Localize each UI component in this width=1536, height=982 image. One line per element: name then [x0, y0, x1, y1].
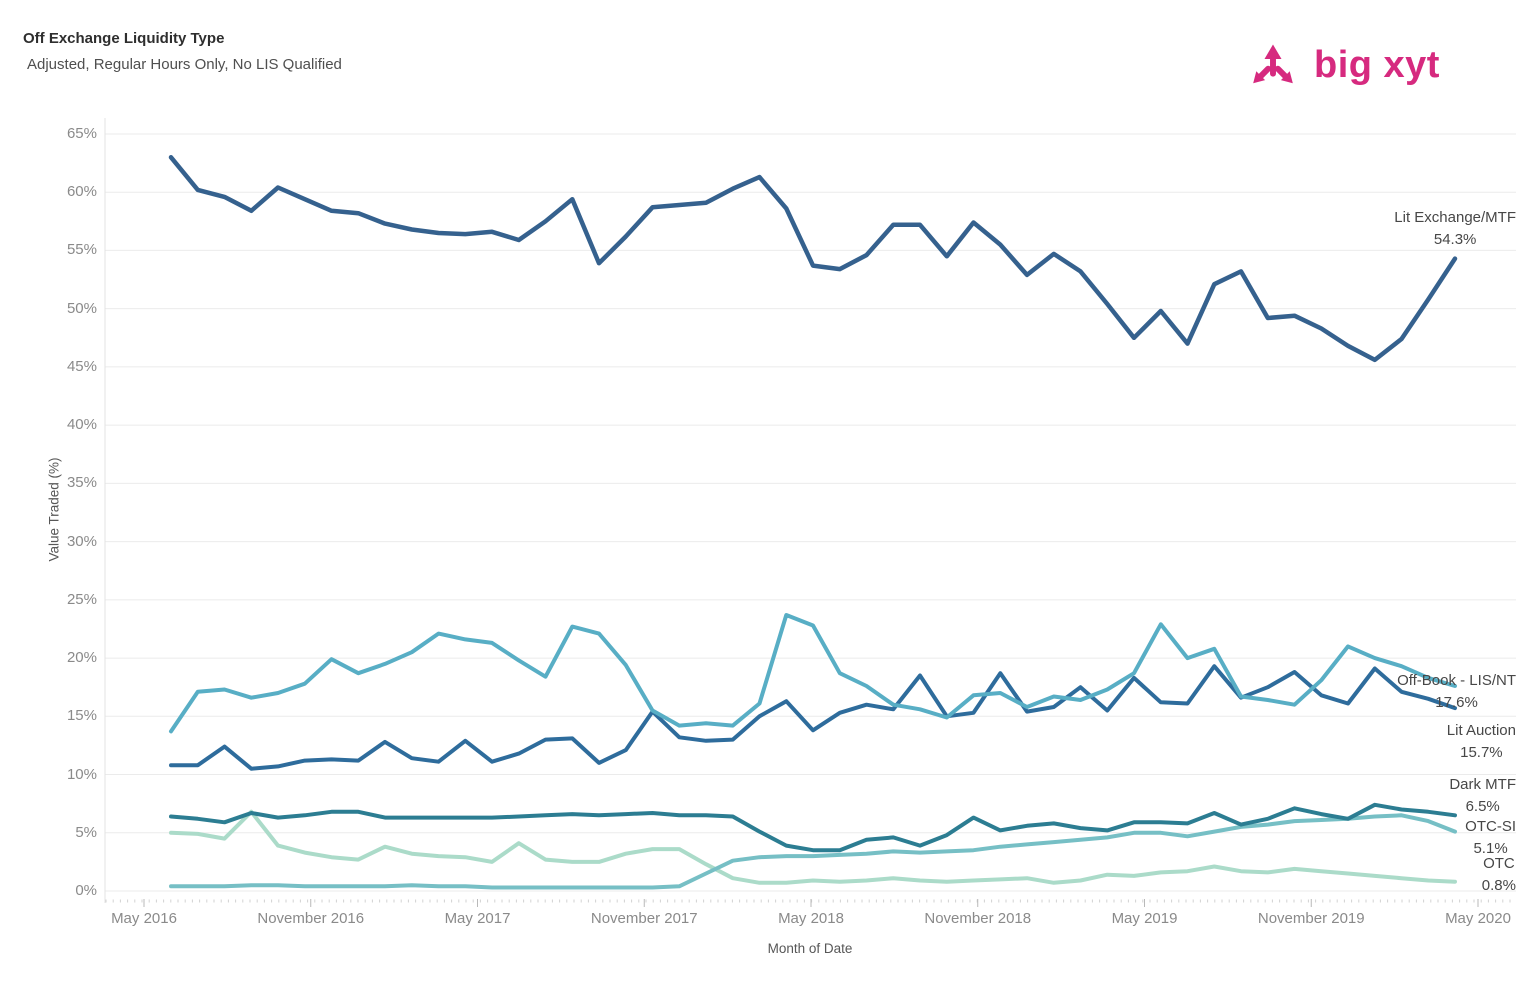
series-end-value: 0.8%	[1481, 876, 1516, 894]
y-tick-label: 65%	[66, 124, 97, 142]
series-end-label: Dark MTF 6.5%	[1449, 774, 1516, 818]
series-line-off-book-lis-nt[interactable]	[169, 613, 1457, 734]
y-tick-label: 55%	[66, 241, 97, 259]
y-tick-label: 0%	[75, 882, 97, 899]
y-tick-label: 15%	[66, 707, 97, 725]
series-end-label: OTC 0.8%	[1482, 853, 1516, 897]
x-tick-label: May 2017	[444, 910, 511, 927]
series-end-value: 15.7%	[1460, 744, 1503, 762]
x-tick-label: May 2020	[1445, 910, 1511, 927]
x-axis-title: Month of Date	[767, 941, 853, 956]
x-tick-label: November 2018	[924, 910, 1032, 927]
series-line-dark-mtf[interactable]	[169, 802, 1457, 853]
y-tick-label: 35%	[66, 474, 97, 492]
y-tick-label: 50%	[66, 299, 97, 317]
series-end-value: 54.3%	[1433, 230, 1477, 248]
y-tick-label: 40%	[66, 416, 97, 434]
page-subtitle: Adjusted, Regular Hours Only, No LIS Qua…	[27, 56, 342, 73]
series-end-label: Lit Exchange/MTF 54.3%	[1394, 207, 1516, 251]
y-tick-label: 25%	[66, 590, 97, 608]
series-name: Dark MTF	[1449, 776, 1516, 794]
series-line-otc-si[interactable]	[169, 813, 1457, 890]
series-end-value: 17.6%	[1435, 694, 1478, 712]
series-name: Off-Book - LIS/NT	[1397, 672, 1516, 690]
y-tick-label: 10%	[66, 765, 97, 783]
series-name: OTC	[1483, 854, 1515, 872]
series-end-label: OTC-SI 5.1%	[1465, 816, 1516, 860]
x-tick-label: November 2017	[590, 910, 698, 927]
series-line-otc[interactable]	[169, 809, 1457, 885]
x-tick-label: May 2019	[1111, 910, 1178, 927]
series-name: Lit Exchange/MTF	[1394, 208, 1516, 226]
y-tick-label: 30%	[66, 532, 97, 550]
x-tick-label: November 2016	[257, 910, 365, 927]
series-line-lit-auction[interactable]	[169, 664, 1457, 771]
series-end-label: Off-Book - LIS/NT 17.6%	[1397, 670, 1516, 714]
y-tick-label: 20%	[66, 649, 97, 667]
series-line-lit-exchange-mtf[interactable]	[168, 155, 1458, 363]
bigxyt-logo: big xyt	[1246, 36, 1440, 94]
series-name: OTC-SI	[1465, 817, 1516, 835]
series-end-value: 6.5%	[1465, 798, 1500, 816]
x-tick-label: November 2019	[1257, 910, 1365, 927]
bigxyt-logo-text: big xyt	[1314, 43, 1440, 86]
bigxyt-logo-icon	[1253, 44, 1293, 84]
y-tick-label: 60%	[66, 183, 97, 201]
series-end-label: Lit Auction 15.7%	[1447, 720, 1516, 764]
x-tick-label: May 2016	[111, 910, 177, 927]
page-title: Off Exchange Liquidity Type	[23, 30, 225, 47]
x-tick-label: May 2018	[778, 910, 844, 927]
y-tick-label: 5%	[75, 823, 97, 841]
series-end-value: 5.1%	[1473, 839, 1508, 857]
series-name: Lit Auction	[1446, 722, 1516, 740]
y-tick-label: 45%	[66, 357, 97, 375]
